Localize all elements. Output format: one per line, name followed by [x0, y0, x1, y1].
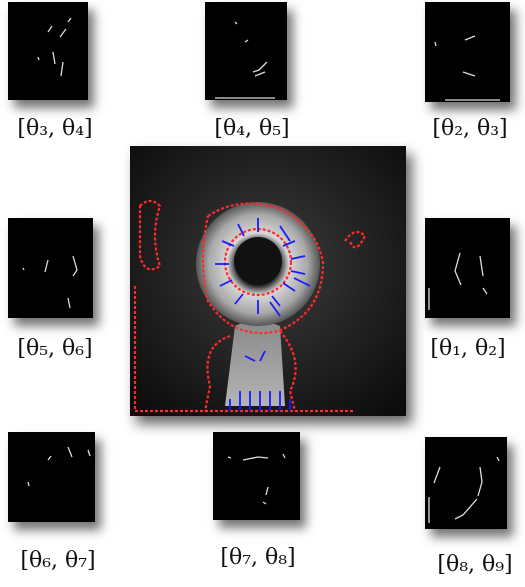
edge-tile — [425, 218, 510, 318]
panel-label: [θ₃, θ₄] — [0, 116, 115, 141]
edge-tile — [205, 2, 287, 100]
edge-tile — [213, 432, 300, 520]
panel-label: [θ₅, θ₆] — [0, 336, 115, 361]
center-image — [130, 146, 406, 416]
edge-tile — [8, 432, 95, 522]
figure: [θ₃, θ₄] [θ₄, θ₅] [θ₂, θ₃] [θ₅, θ₆] [θ₁,… — [0, 0, 525, 587]
panel-label: [θ₂, θ₃] — [410, 116, 525, 141]
panel-label: [θ₁, θ₂] — [408, 336, 525, 361]
edge-tile — [425, 2, 510, 102]
edge-tile — [8, 218, 93, 318]
panel-label: [θ₇, θ₈] — [198, 545, 318, 570]
panel-label: [θ₆, θ₇] — [0, 548, 118, 573]
panel-label: [θ₈, θ₉] — [415, 552, 525, 577]
panel-label: [θ₄, θ₅] — [192, 116, 312, 141]
edge-tile — [8, 2, 88, 100]
edge-tile — [425, 437, 507, 529]
